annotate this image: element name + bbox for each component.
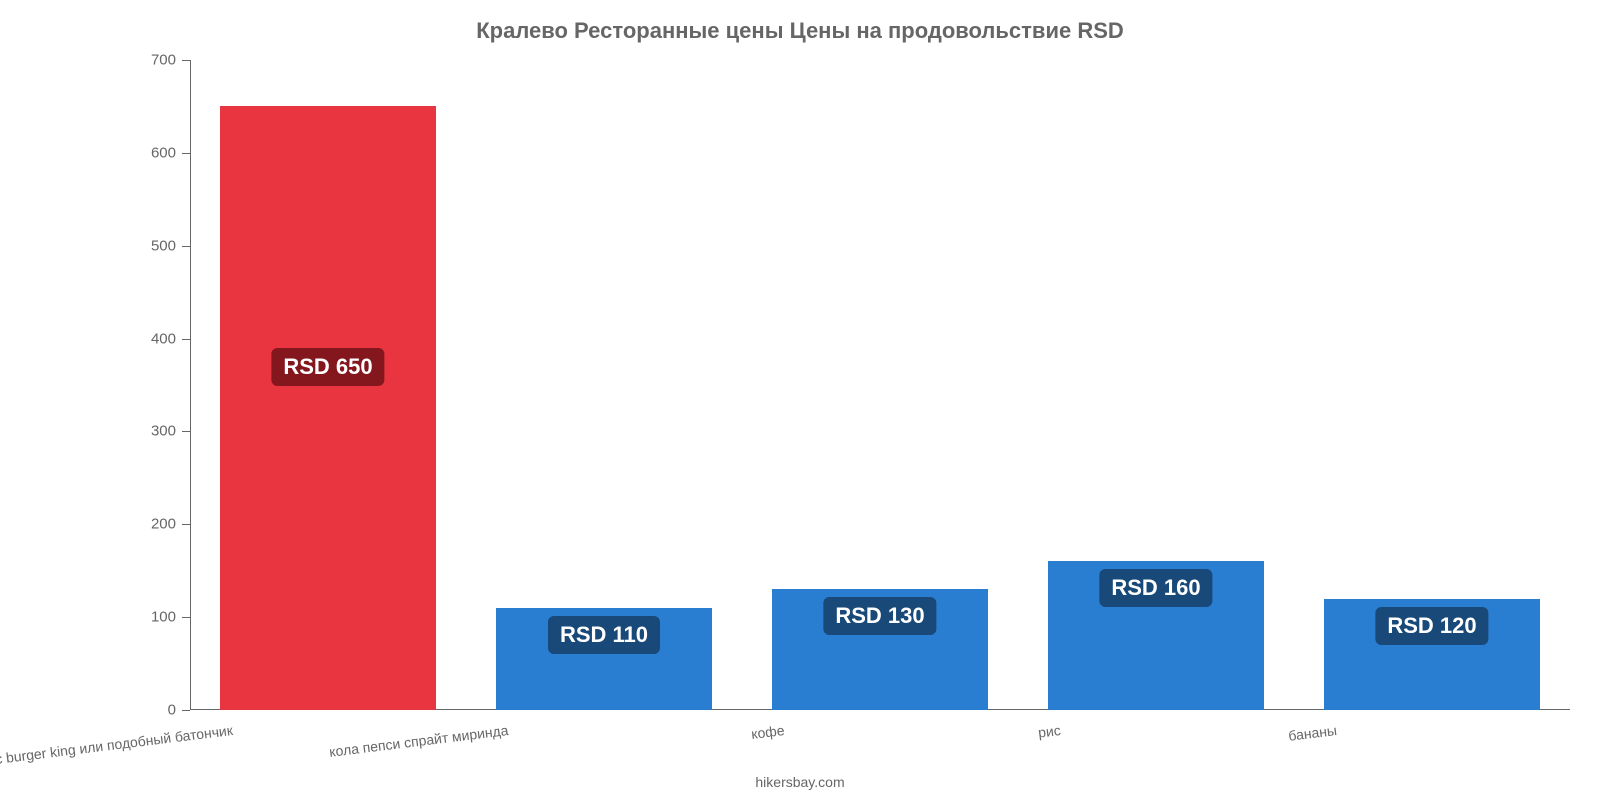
y-tick [182,431,190,432]
bar-value-label: RSD 650 [271,348,384,386]
plot-area: 0100200300400500600700RSD 650mac burger … [190,60,1570,710]
y-tick [182,617,190,618]
bar: RSD 120 [1324,599,1539,710]
y-tick [182,339,190,340]
y-tick [182,710,190,711]
chart-title: Кралево Ресторанные цены Цены на продово… [0,18,1600,44]
y-axis-line [190,60,191,710]
y-tick-label: 300 [151,423,176,440]
x-category-label: кола пепси спрайт миринда [328,722,509,760]
y-tick [182,524,190,525]
y-tick [182,153,190,154]
bar-value-label: RSD 130 [823,597,936,635]
x-category-label: mac burger king или подобный батончик [0,722,233,769]
y-tick-label: 500 [151,237,176,254]
x-category-label: кофе [750,722,785,742]
bar: RSD 130 [772,589,987,710]
bar: RSD 650 [220,106,435,710]
bar-value-label: RSD 160 [1099,569,1212,607]
y-tick-label: 100 [151,609,176,626]
y-tick-label: 600 [151,144,176,161]
chart-container: Кралево Ресторанные цены Цены на продово… [0,0,1600,800]
y-tick-label: 700 [151,52,176,69]
bar-value-label: RSD 110 [548,616,660,654]
y-tick-label: 400 [151,330,176,347]
y-tick-label: 0 [168,702,176,719]
x-category-label: бананы [1287,722,1337,744]
bar: RSD 160 [1048,561,1263,710]
bar: RSD 110 [496,608,711,710]
chart-footer: hikersbay.com [0,774,1600,790]
y-tick [182,246,190,247]
y-tick [182,60,190,61]
y-tick-label: 200 [151,516,176,533]
x-category-label: рис [1037,722,1061,741]
bar-value-label: RSD 120 [1375,607,1488,645]
